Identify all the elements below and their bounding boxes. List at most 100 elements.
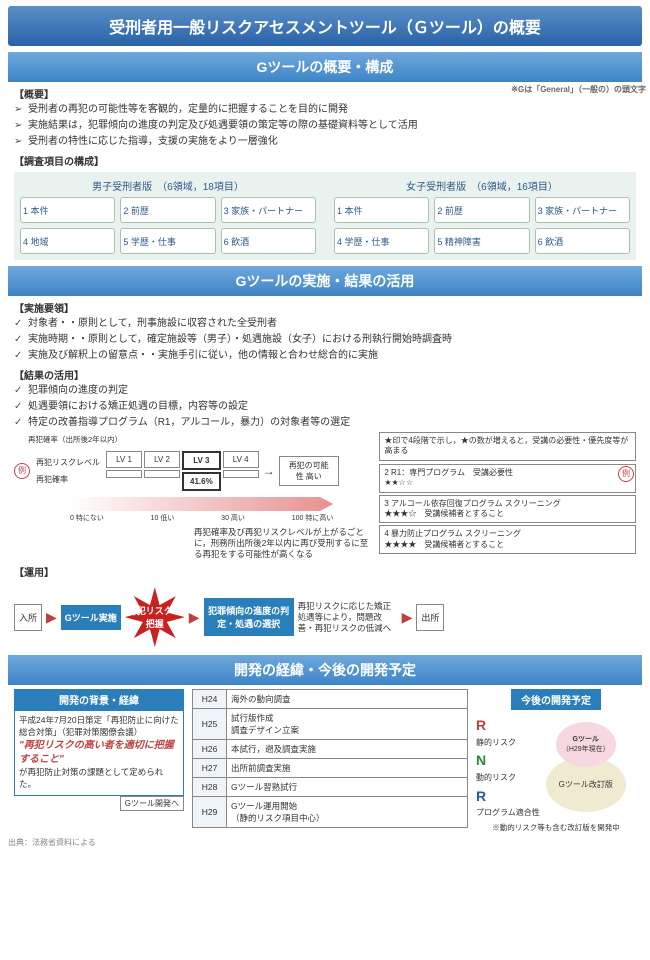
future-note: ※動的リスク等も含む改訂版を開発中 (476, 822, 636, 833)
program-box: 3 アルコール依存回復プログラム スクリーニング★★★☆ 受講候補者とすること (379, 495, 636, 524)
dev-body-1: 平成24年7月20日策定「再犯防止に向けた総合対策」（犯罪対策閣僚会議） (19, 715, 179, 739)
timeline-row: H29Gツール運用開始（静的リスク項目中心） (193, 797, 468, 828)
flow-in: 入所 (14, 604, 42, 631)
lv-val (223, 470, 259, 478)
lv-box: LV 3 (182, 451, 221, 470)
male-cell: 6 飲酒 (221, 228, 316, 254)
rnr-item: N動的リスク (476, 749, 540, 784)
timeline-year: H29 (193, 797, 227, 828)
dev-emphasis: "再犯リスクの高い者を適切に把握すること" (19, 739, 179, 767)
timeline-row: H28Gツール習熟試行 (193, 778, 468, 797)
lv-label-2: 再犯確率 (34, 472, 102, 487)
flow-judge: 犯罪傾向の進度の判定・処遇の選択 (204, 598, 294, 636)
dev-arrow-label: Gツール開発へ (120, 796, 184, 811)
female-cell: 3 家族・パートナー (535, 197, 630, 223)
impl-heading: 【実施要領】 (14, 300, 636, 315)
timeline-year: H25 (193, 709, 227, 740)
high-box: 再犯の可能性 高い (279, 456, 339, 486)
op-heading: 【運用】 (14, 564, 636, 579)
timeline-table: H24海外の動向調査H25試行版作成調査デザイン立案H26本試行，遡及調査実施H… (192, 689, 468, 833)
female-cell: 1 本件 (334, 197, 429, 223)
male-cell: 5 学歴・仕事 (120, 228, 215, 254)
program-box: 2 R1：専門プログラム 受講必要性★★☆☆ (379, 464, 636, 493)
egg-current-title: Gツール (573, 734, 599, 744)
future-plan: 今後の開発予定 R静的リスクN動的リスクRプログラム適合性 Gツール改訂版 Gツ… (476, 689, 636, 833)
timeline-year: H27 (193, 759, 227, 778)
timeline-row: H27出所前調査実施 (193, 759, 468, 778)
overview-item: 受刑者の再犯の可能性等を客観的，定量的に把握することを目的に開発 (14, 103, 636, 117)
timeline-desc: 本試行，遡及調査実施 (227, 740, 468, 759)
future-head: 今後の開発予定 (511, 689, 601, 710)
male-title: 男子受刑者版 （6領域，18項目） (20, 178, 316, 193)
program-title: 4 暴力防止プログラム スクリーニング (384, 529, 631, 539)
female-cell: 2 前歴 (434, 197, 529, 223)
use-item: 処遇要領における矯正処遇の目標，内容等の設定 (14, 400, 636, 414)
program-stars: ★★☆☆ (384, 478, 631, 488)
timeline-year: H26 (193, 740, 227, 759)
timeline-row: H24海外の動向調査 (193, 690, 468, 709)
overview-item: 受刑者の特性に応じた指導，支援の実施をより一層強化 (14, 135, 636, 149)
timeline-desc: Gツール習熟試行 (227, 778, 468, 797)
timeline-desc: 海外の動向調査 (227, 690, 468, 709)
female-title: 女子受刑者版 （6領域，16項目） (334, 178, 630, 193)
impl-item: 実施及び解釈上の留意点・・実施手引に従い，他の情報と合わせ総合的に実施 (14, 349, 636, 363)
scale-tick: 0 特にない (70, 513, 104, 523)
lv-val (144, 470, 180, 478)
dev-body-2: が再犯防止対策の課題として定められた。 (19, 767, 179, 791)
main-title: 受刑者用一般リスクアセスメントツール（Ｇツール）の概要 (8, 6, 642, 46)
program-title: 3 アルコール依存回復プログラム スクリーニング (384, 499, 631, 509)
lv-val (106, 470, 142, 478)
female-cell: 6 飲酒 (535, 228, 630, 254)
timeline-desc: 出所前調査実施 (227, 759, 468, 778)
lv-box: LV 1 (106, 451, 142, 468)
timeline-row: H26本試行，遡及調査実施 (193, 740, 468, 759)
section1-note: ※Gは「General」（一般の）の頭文字 (511, 84, 646, 95)
lv-val: 41.6% (182, 472, 221, 491)
example-badge-2: 例 (618, 466, 634, 482)
male-cell: 2 前歴 (120, 197, 215, 223)
program-box: 4 暴力防止プログラム スクリーニング★★★★ 受講候補者とすること (379, 525, 636, 554)
star-note-box: ★印で4段階で示し，★の数が増えると，受講の必要性・優先度等が高まる (379, 432, 636, 461)
female-cell: 5 精神障害 (434, 228, 529, 254)
male-cell: 4 地域 (20, 228, 115, 254)
explain-text: 再犯確率及び再犯リスクレベルが上がるごとに，刑務所出所後2年以内に再び受刑するに… (194, 527, 373, 560)
use-item: 犯罪傾向の進度の判定 (14, 384, 636, 398)
use-item: 特定の改善指導プログラム（R1，アルコール，暴力）の対象者等の選定 (14, 416, 636, 430)
use-heading: 【結果の活用】 (14, 367, 636, 382)
prob-note: 再犯確率（出所後2年以内） (28, 435, 122, 444)
section3-header: 開発の経緯・今後の開発予定 (8, 655, 642, 685)
burst-text: 再犯リスクの把握 (125, 604, 185, 630)
timeline-desc: 試行版作成調査デザイン立案 (227, 709, 468, 740)
burst-icon: 再犯リスクの把握 (125, 587, 185, 647)
timeline-row: H25試行版作成調査デザイン立案 (193, 709, 468, 740)
section1-title: Gツールの概要・構成 (257, 59, 394, 75)
arrow-icon: ▶ (46, 609, 57, 626)
lv-label-1: 再犯リスクレベル (34, 455, 102, 470)
egg-current: Gツール （H29年現在） (556, 722, 616, 767)
timeline-year: H24 (193, 690, 227, 709)
scale-tick: 100 特に高い (292, 513, 334, 523)
items-heading: 【調査項目の構成】 (14, 153, 636, 168)
female-cell: 4 学歴・仕事 (334, 228, 429, 254)
program-stars: ★★★☆ 受講候補者とすること (384, 509, 631, 519)
arrow-icon: ▶ (189, 609, 200, 626)
dev-background: 開発の背景・経緯 平成24年7月20日策定「再犯防止に向けた総合対策」（犯罪対策… (14, 689, 184, 833)
rnr-item: Rプログラム適合性 (476, 785, 540, 820)
male-cell: 3 家族・パートナー (221, 197, 316, 223)
overview-item: 実施結果は，犯罪傾向の進度の判定及び処遇要領の策定等の際の基礎資料等として活用 (14, 119, 636, 133)
timeline-year: H28 (193, 778, 227, 797)
flow-diagram: 入所 ▶ Gツール実施 再犯リスクの把握 ▶ 犯罪傾向の進度の判定・処遇の選択 … (14, 587, 636, 647)
impl-item: 実施時期・・原則として，確定施設等（男子）・処遇施設（女子）における刑執行開始時… (14, 333, 636, 347)
section1-header: Gツールの概要・構成 ※Gは「General」（一般の）の頭文字 (8, 52, 642, 82)
timeline-desc: Gツール運用開始（静的リスク項目中心） (227, 797, 468, 828)
impl-item: 対象者・・原則として，刑事施設に収容された全受刑者 (14, 317, 636, 331)
flow-effect: 再犯リスクに応じた矯正処遇等により，問題改善・再犯リスクの低減へ (298, 601, 398, 634)
flow-out: 出所 (416, 604, 444, 631)
dev-head: 開発の背景・経緯 (14, 689, 184, 710)
arrow-icon: ▶ (402, 609, 413, 626)
lv-box: LV 4 (223, 451, 259, 468)
rnr-item: R静的リスク (476, 714, 540, 749)
items-grid: 男子受刑者版 （6領域，18項目） 1 本件2 前歴3 家族・パートナー4 地域… (14, 172, 636, 260)
gradient-arrow (70, 497, 333, 511)
scale-tick: 10 低い (151, 513, 175, 523)
